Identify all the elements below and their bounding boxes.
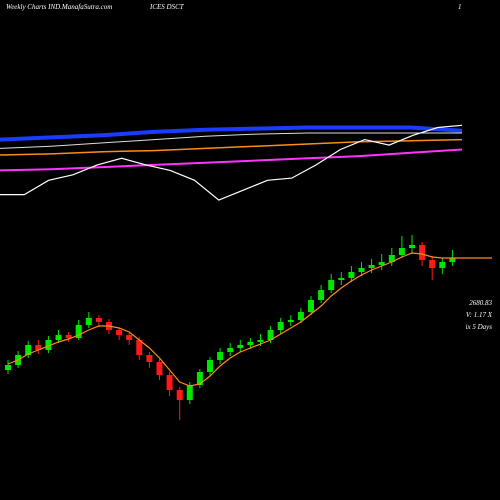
candle-body [45, 340, 52, 350]
candle-body [35, 345, 42, 350]
candle-body [388, 255, 395, 262]
candle-body [196, 372, 203, 385]
candle-body [186, 385, 193, 400]
symbol: ICES DSCT [149, 3, 185, 11]
site-title: Weekly Charts IND.ManafaSutra.com [6, 3, 112, 11]
candle-body [378, 262, 385, 265]
candle-body [176, 390, 183, 400]
annotation: 2680.83 [469, 299, 492, 307]
candle-body [257, 340, 264, 342]
candle-body [267, 330, 274, 340]
candle-body [429, 260, 436, 268]
candle-body [95, 318, 102, 322]
candle-body [308, 300, 314, 312]
period: 1 [458, 3, 462, 11]
indicator-line [0, 124, 463, 201]
candle-body [338, 278, 345, 280]
indicator-line [0, 138, 463, 156]
candle-body [55, 335, 62, 340]
annotation: ix 5 Days [466, 323, 493, 331]
candle-body [368, 265, 375, 268]
candle-body [409, 245, 415, 248]
candle-body [5, 365, 11, 370]
annotation: V: 1.17 X [466, 311, 493, 319]
candle-body [136, 340, 143, 355]
candle-body [297, 312, 304, 320]
candle-body [217, 352, 224, 360]
moving-average [7, 252, 453, 387]
candle-body [287, 320, 294, 322]
candle-body [419, 245, 426, 260]
candle-body [116, 330, 123, 335]
candle-body [439, 262, 446, 268]
indicator-line [0, 132, 462, 149]
indicator-line [0, 125, 463, 142]
candle-body [166, 375, 173, 390]
candle-body [207, 360, 213, 372]
indicator-line [0, 148, 463, 172]
candle-body [156, 362, 163, 375]
candle-body [318, 290, 325, 300]
candle-body [328, 280, 335, 290]
candle-body [65, 335, 72, 338]
candle-body [449, 257, 456, 262]
candle-body [237, 345, 244, 348]
candle-body [25, 345, 32, 355]
candle-body [146, 355, 153, 362]
candle-body [126, 335, 133, 340]
candle-body [247, 342, 254, 345]
candle-body [85, 318, 92, 325]
candle-body [75, 325, 82, 338]
candle-body [227, 348, 234, 352]
candle-body [358, 268, 365, 272]
candle-body [348, 272, 355, 278]
candle-body [277, 322, 284, 330]
candle-body [398, 248, 405, 255]
